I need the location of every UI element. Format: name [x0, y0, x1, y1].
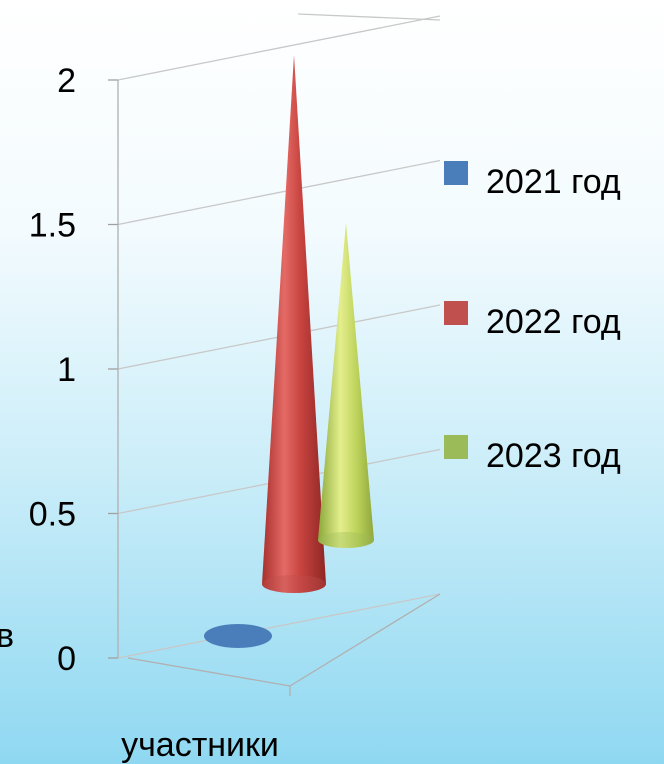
y-tick-label: 1.5: [29, 207, 76, 245]
cone-base: [204, 624, 272, 648]
cone-base-shade: [262, 575, 326, 593]
cone-2021-год: [204, 624, 272, 648]
chart-legend: 2021 год 2022 год 2023 год: [444, 161, 621, 475]
legend-swatch: [444, 161, 468, 185]
y-axis-ticks: 0 0.5 1 1.5 2: [29, 62, 76, 678]
y-tick-label: 0.5: [29, 496, 76, 534]
x-axis-label: участники: [121, 726, 279, 764]
gridline: [117, 159, 441, 226]
gridline: [117, 15, 441, 81]
gridline: [117, 593, 441, 659]
chart-axes: [108, 79, 441, 696]
left-edge-text-fragment: в: [0, 617, 14, 655]
cone-base-shade: [318, 532, 374, 548]
legend-swatch: [444, 435, 468, 459]
y-tick-label: 0: [57, 640, 76, 678]
legend-label: 2021 год: [486, 163, 621, 201]
floor-plane: [128, 594, 440, 686]
y-tick-label: 1: [57, 351, 76, 389]
cone-body: [318, 222, 374, 548]
floor-right-edge: [289, 593, 441, 687]
gridline: [297, 13, 441, 21]
legend-label: 2023 год: [486, 437, 621, 475]
legend-swatch: [444, 301, 468, 325]
legend-label: 2022 год: [486, 303, 621, 341]
cone-2022-год: [262, 55, 326, 593]
floor-front-edge: [127, 657, 291, 687]
y-tick-label: 2: [57, 62, 76, 100]
cone-2023-год: [318, 222, 374, 548]
chart-cones: [204, 55, 374, 648]
cone-body: [262, 55, 326, 593]
